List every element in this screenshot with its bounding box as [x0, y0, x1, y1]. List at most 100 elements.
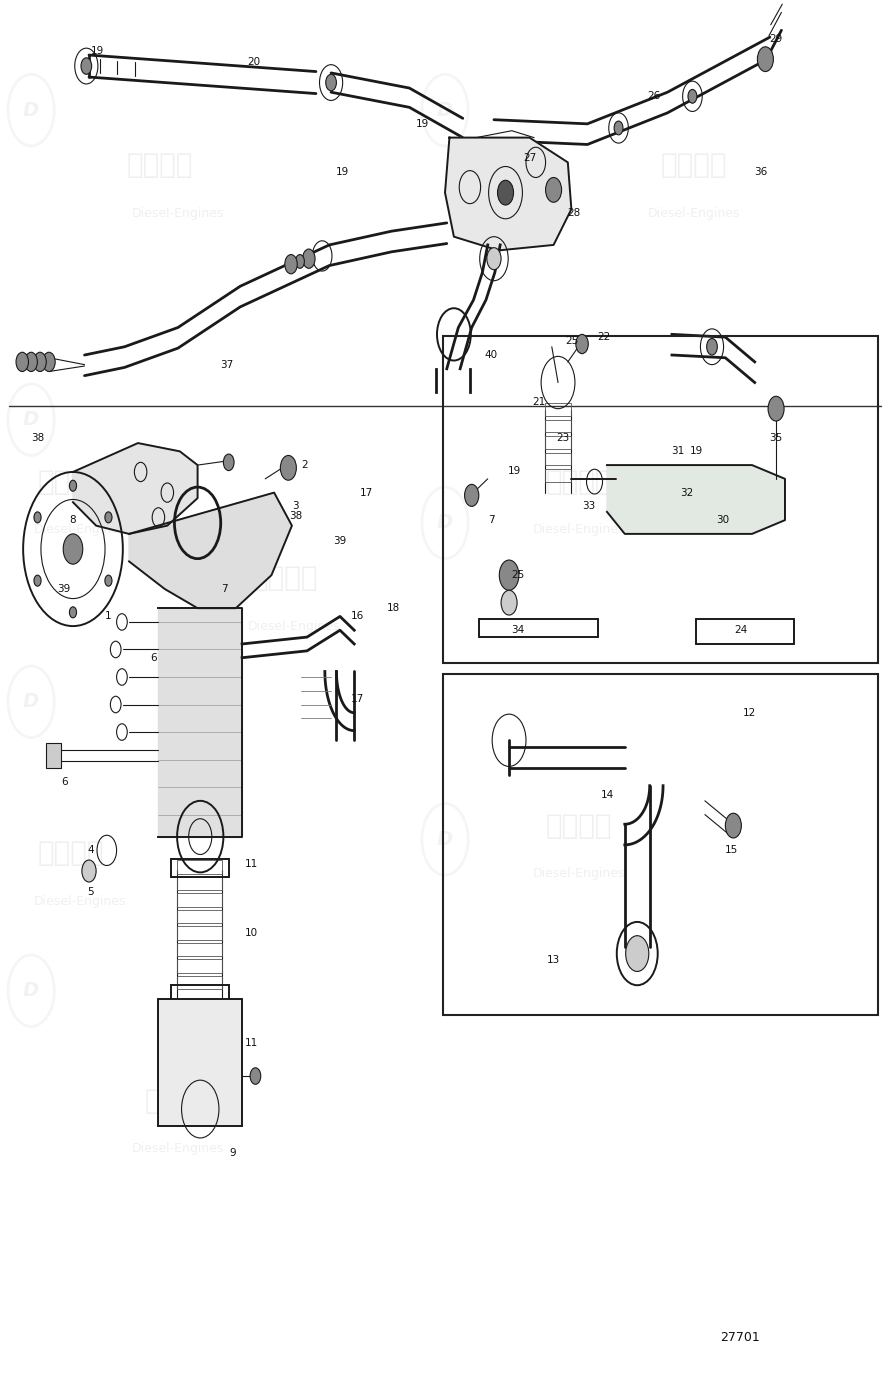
Text: D: D — [23, 692, 39, 711]
Bar — [171, 985, 229, 1003]
Text: Diesel-Engines: Diesel-Engines — [648, 206, 740, 220]
Text: D: D — [437, 830, 453, 849]
Bar — [443, 674, 878, 1015]
Text: 30: 30 — [716, 515, 729, 526]
Text: 柴发动力: 柴发动力 — [38, 839, 104, 867]
Text: 13: 13 — [547, 955, 560, 966]
Polygon shape — [73, 443, 198, 534]
Text: 27701: 27701 — [721, 1331, 760, 1344]
Bar — [177, 893, 222, 907]
Circle shape — [498, 180, 514, 205]
Text: D: D — [437, 100, 453, 120]
Text: 18: 18 — [387, 603, 400, 614]
Text: 12: 12 — [743, 707, 756, 718]
Text: 28: 28 — [568, 208, 580, 219]
Circle shape — [546, 178, 562, 202]
Bar — [177, 910, 222, 923]
Circle shape — [43, 352, 55, 372]
Text: 柴发动力: 柴发动力 — [252, 564, 318, 592]
Circle shape — [499, 560, 519, 590]
Circle shape — [768, 396, 784, 421]
Text: 33: 33 — [583, 501, 595, 512]
Text: 23: 23 — [556, 432, 569, 443]
Text: Diesel-Engines: Diesel-Engines — [132, 206, 224, 220]
Text: 39: 39 — [58, 583, 70, 594]
Bar — [545, 403, 571, 416]
Text: D: D — [23, 981, 39, 1000]
Circle shape — [34, 352, 46, 372]
Bar — [177, 976, 222, 989]
Circle shape — [326, 74, 336, 91]
Text: 34: 34 — [512, 625, 524, 636]
Bar — [177, 877, 222, 890]
Circle shape — [707, 338, 717, 355]
Circle shape — [34, 575, 41, 586]
Bar — [443, 336, 878, 663]
Text: 15: 15 — [725, 845, 738, 856]
Text: Diesel-Engines: Diesel-Engines — [132, 1142, 224, 1156]
Text: 37: 37 — [221, 359, 233, 370]
Text: 31: 31 — [672, 446, 684, 457]
Bar — [545, 469, 571, 482]
Circle shape — [576, 334, 588, 354]
Text: D: D — [23, 410, 39, 429]
Text: 17: 17 — [360, 487, 373, 498]
Text: 17: 17 — [352, 694, 364, 705]
Text: 6: 6 — [61, 776, 68, 787]
Text: 柴发动力: 柴发动力 — [145, 1087, 211, 1115]
Circle shape — [688, 89, 697, 103]
Text: Diesel-Engines: Diesel-Engines — [452, 206, 545, 220]
Text: 39: 39 — [334, 535, 346, 546]
Text: 19: 19 — [417, 118, 429, 129]
Text: D: D — [437, 513, 453, 533]
Circle shape — [105, 512, 112, 523]
Text: 19: 19 — [92, 45, 104, 56]
Text: 7: 7 — [488, 515, 495, 526]
Text: Diesel-Engines: Diesel-Engines — [532, 867, 625, 881]
Text: 6: 6 — [150, 652, 157, 663]
Circle shape — [82, 860, 96, 882]
Polygon shape — [158, 608, 242, 837]
Text: 2: 2 — [301, 460, 308, 471]
Circle shape — [757, 47, 773, 72]
Text: 24: 24 — [734, 625, 747, 636]
Circle shape — [69, 607, 77, 618]
Text: Diesel-Engines: Diesel-Engines — [34, 523, 126, 537]
Text: 38: 38 — [289, 510, 302, 522]
Text: 16: 16 — [352, 611, 364, 622]
Bar — [171, 859, 229, 877]
Text: 1: 1 — [105, 611, 112, 622]
Text: 32: 32 — [681, 487, 693, 498]
Circle shape — [303, 249, 315, 268]
Bar — [545, 420, 571, 432]
Text: 柴发动力: 柴发动力 — [661, 151, 727, 179]
Text: 11: 11 — [245, 859, 257, 870]
Bar — [545, 436, 571, 449]
Text: 柴发动力: 柴发动力 — [38, 468, 104, 495]
Text: 19: 19 — [690, 446, 702, 457]
Text: 40: 40 — [485, 350, 498, 361]
Text: Diesel-Engines: Diesel-Engines — [532, 523, 625, 537]
Circle shape — [63, 534, 83, 564]
Circle shape — [34, 512, 41, 523]
Circle shape — [105, 575, 112, 586]
Circle shape — [81, 58, 92, 74]
Circle shape — [223, 454, 234, 471]
Circle shape — [501, 590, 517, 615]
Text: 8: 8 — [69, 515, 77, 526]
Bar — [177, 926, 222, 940]
Text: 11: 11 — [245, 1038, 257, 1049]
Circle shape — [285, 255, 297, 274]
Text: 25: 25 — [565, 336, 578, 347]
Text: 4: 4 — [87, 845, 94, 856]
Circle shape — [280, 455, 296, 480]
Text: 柴发动力: 柴发动力 — [546, 468, 611, 495]
Text: 柴发动力: 柴发动力 — [127, 151, 193, 179]
Text: 22: 22 — [597, 332, 610, 343]
Polygon shape — [129, 493, 292, 608]
Text: 20: 20 — [247, 56, 260, 67]
Text: 36: 36 — [755, 166, 767, 178]
Circle shape — [25, 352, 37, 372]
Text: 柴发动力: 柴发动力 — [546, 812, 611, 839]
Text: Diesel-Engines: Diesel-Engines — [34, 894, 126, 908]
